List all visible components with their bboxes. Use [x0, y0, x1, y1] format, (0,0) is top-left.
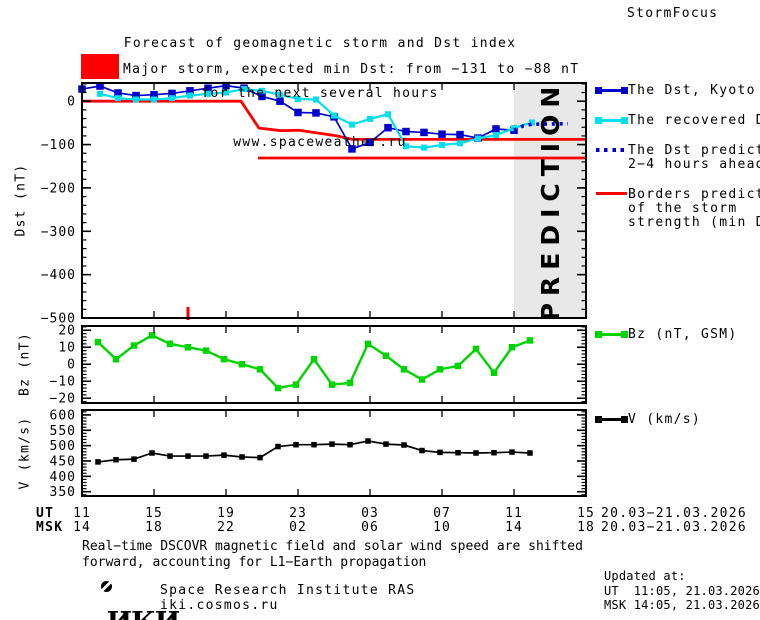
bz-ytick-label: 20: [58, 324, 76, 339]
page-title-line2: for the next several hours: [201, 85, 439, 101]
bz-plot: 20 10 0 −10 −20: [50, 324, 587, 407]
brand-stormfocus: StormFocus: [627, 6, 719, 21]
legend-recovered-marker: [595, 117, 628, 124]
iki-logo-disc-icon: [101, 581, 112, 592]
bz-axis-title: Bz (nT): [17, 332, 33, 396]
page-title: Forecast of geomagnetic storm and Dst in…: [60, 3, 580, 185]
xtick-ut: 15: [145, 506, 163, 521]
msk-date-range: 20.03−21.03.2026: [601, 520, 748, 535]
page-title-line3: www.spaceweather.ru: [233, 135, 407, 150]
v-ytick-label: 400: [50, 470, 76, 485]
dst-ytick-label: −200: [41, 181, 76, 196]
institute-name: Space Research Institute RAS: [160, 583, 416, 598]
v-ytick-label: 350: [50, 485, 76, 500]
bz-ytick-label: −10: [50, 375, 76, 390]
dst-ytick-label: 0: [67, 95, 76, 110]
xtick-msk: 14: [505, 520, 523, 535]
legend-borders-label2: of the storm: [628, 201, 738, 216]
xtick-ut: 11: [73, 506, 91, 521]
v-axis-title: V (km/s): [17, 416, 33, 490]
xtick-msk: 14: [73, 520, 91, 535]
v-ytick-label: 450: [50, 454, 76, 469]
x-axis-labels: 11 15 19 23 03 07 11 15 14 18 22 02 06 10 14 18: [73, 506, 595, 535]
ut-row-label: UT: [36, 506, 55, 521]
xtick-msk: 02: [289, 520, 307, 535]
v-ytick-label: 500: [50, 439, 76, 454]
legend-prediction-label1: The Dst prediction: [628, 143, 760, 158]
legend-borders-marker: [596, 190, 627, 197]
dst-ytick-label: −400: [41, 268, 76, 283]
legend-v-marker: [595, 416, 628, 423]
xtick-ut: 07: [433, 506, 451, 521]
xtick-ut: 11: [505, 506, 523, 521]
dst-ytick-label: −500: [41, 312, 76, 327]
legend-borders-label3: strength (min Dst): [628, 215, 760, 230]
prediction-watermark: PREDICTION: [536, 80, 565, 322]
xtick-msk: 06: [361, 520, 379, 535]
legend-bz-label: Bz (nT, GSM): [628, 327, 738, 342]
legend-borders-label1: Borders prediction: [628, 187, 760, 202]
xtick-ut: 15: [577, 506, 595, 521]
xtick-msk: 22: [217, 520, 235, 535]
footer-note-line2: forward, accounting for L1−Earth propaga…: [82, 555, 427, 570]
dst-plot: PREDICTION 0 −100 −200 −300 −400 −500: [41, 80, 587, 327]
updated-at-ut: UT 11:05, 21.03.2026: [604, 584, 760, 598]
updated-at-label: Updated at:: [604, 569, 686, 583]
xtick-msk: 10: [433, 520, 451, 535]
major-storm-swatch: [81, 54, 119, 79]
prediction-band: [514, 84, 585, 317]
legend-prediction-label2: 2−4 hours ahead: [628, 157, 760, 172]
legend-bz-marker: [595, 331, 628, 338]
legend-prediction-marker: [596, 148, 627, 152]
legend-dst-kyoto-marker: [595, 87, 628, 94]
dst-ytick-label: −100: [41, 138, 76, 153]
dst-ytick-label: −300: [41, 225, 76, 240]
bz-ytick-label: 10: [58, 341, 76, 356]
iki-logo-letter: И: [107, 607, 132, 620]
xtick-ut: 19: [217, 506, 235, 521]
xtick-msk: 18: [145, 520, 163, 535]
bz-ytick-label: 0: [67, 358, 76, 373]
legend-v-label: V (km/s): [628, 412, 702, 427]
updated-at-msk: MSK 14:05, 21.03.2026: [604, 598, 760, 612]
iki-logo: ИКИ: [73, 581, 180, 620]
bz-ytick-label: −20: [50, 392, 76, 407]
xtick-ut: 03: [361, 506, 379, 521]
legend-dst-kyoto-label: The Dst, Kyoto: [628, 83, 756, 98]
iki-logo-letter-k: К: [131, 607, 156, 620]
iki-logo-letter: И: [155, 607, 180, 620]
page-title-line1: Forecast of geomagnetic storm and Dst in…: [123, 36, 517, 51]
xtick-msk: 18: [577, 520, 595, 535]
storm-warning-label: Major storm, expected min Dst: from −131…: [123, 62, 580, 77]
ut-date-range: 20.03−21.03.2026: [601, 506, 748, 521]
footer-note-line1: Real−time DSCOVR magnetic field and sola…: [82, 539, 583, 554]
legend-recovered-label: The recovered Dst: [628, 113, 760, 128]
dst-axis-title: Dst (nT): [13, 163, 29, 237]
upper-min-dst-border: [82, 99, 586, 141]
v-ytick-label: 550: [50, 424, 76, 439]
msk-row-label: MSK: [36, 520, 64, 535]
v-ytick-label: 600: [50, 408, 76, 423]
institute-site: iki.cosmos.ru: [160, 598, 279, 613]
xtick-ut: 23: [289, 506, 307, 521]
